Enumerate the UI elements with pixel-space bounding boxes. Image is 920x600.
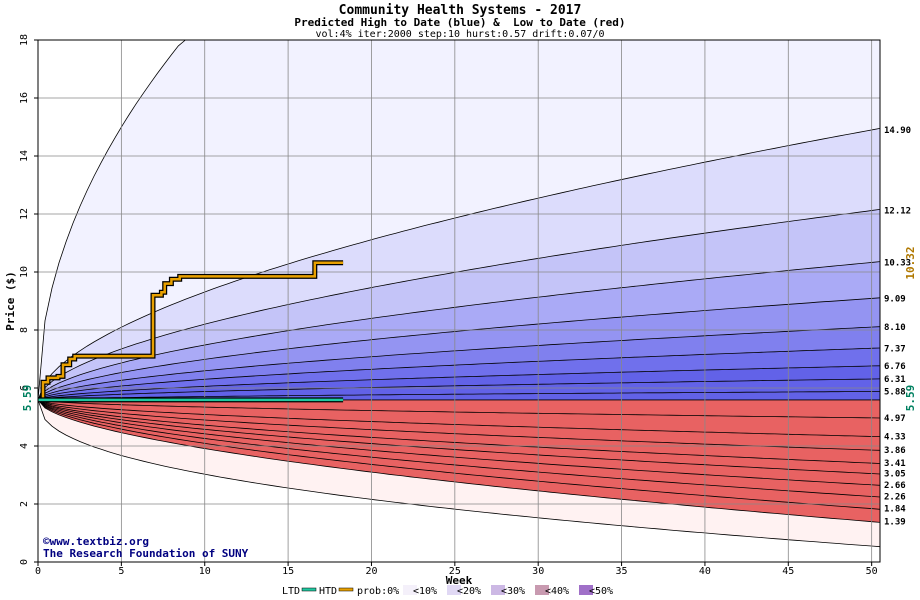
grid-lines xyxy=(38,40,880,562)
x-tick-label-5: 5 xyxy=(118,566,124,577)
legend-prob-1: <10% xyxy=(413,586,437,597)
x-tick-label-25: 25 xyxy=(449,566,461,577)
chart-params: vol:4% iter:2000 step:10 hurst:0.57 drif… xyxy=(316,29,605,40)
low-end-label-3: 3.41 xyxy=(884,459,906,469)
y-tick-label-8: 8 xyxy=(19,327,30,333)
x-tick-label-35: 35 xyxy=(616,566,628,577)
right-end-labels: 14.90 12.12 10.33 9.09 8.10 7.37 6.76 6.31 5.88 4… xyxy=(884,126,911,528)
y-tick-label-14: 14 xyxy=(19,150,30,162)
x-tick-label-50: 50 xyxy=(866,566,878,577)
y-tick-label-12: 12 xyxy=(19,208,30,220)
low-contour-5 xyxy=(37,399,881,475)
high-contour-4 xyxy=(37,297,881,401)
x-tick-label-20: 20 xyxy=(365,566,377,577)
legend-swatch-4 xyxy=(535,585,549,595)
legend-prob-label: prob:0% xyxy=(357,586,399,597)
x-tick-label-15: 15 xyxy=(282,566,294,577)
low-end-label-2: 3.86 xyxy=(884,446,906,456)
low-end-label-6: 2.26 xyxy=(884,492,906,502)
y-tick-label-4: 4 xyxy=(19,443,30,449)
credit-website: ©www.textbiz.org xyxy=(43,535,149,548)
legend-prob-2: <20% xyxy=(457,586,481,597)
price-series xyxy=(38,260,344,403)
chart-subtitle: Predicted High to Date (blue) & Low to D… xyxy=(294,16,625,29)
high-end-label-3: 9.09 xyxy=(884,294,906,304)
legend-swatch-2 xyxy=(447,585,461,595)
y-tick-label-6: 6 xyxy=(19,385,30,391)
high-band-8 xyxy=(38,378,880,400)
low-contour-0 xyxy=(37,399,881,548)
low-band-9 xyxy=(38,399,880,523)
x-tick-label-40: 40 xyxy=(699,566,711,577)
high-contour-5 xyxy=(37,326,881,401)
y-tick-label-2: 2 xyxy=(19,501,30,507)
y-axis-label: Price ($) xyxy=(4,271,17,331)
x-tick-label-0: 0 xyxy=(35,566,41,577)
high-end-label-4: 8.10 xyxy=(884,323,906,333)
x-axis-label: Week xyxy=(446,574,473,587)
high-end-label-7: 6.31 xyxy=(884,375,906,385)
low-contour-1 xyxy=(37,399,881,419)
legend-htd-label: HTD xyxy=(319,586,337,597)
y-tick-label-18: 18 xyxy=(19,34,30,46)
low-end-label-8: 1.39 xyxy=(884,518,906,528)
high-band-6 xyxy=(38,348,880,400)
htd-series-line xyxy=(38,261,344,402)
legend: LTD HTD prob:0% <10% <20% <30% <40% <50% xyxy=(282,585,613,597)
high-contour-9 xyxy=(37,391,881,401)
high-end-label-2: 10.33 xyxy=(884,258,911,268)
low-contour-7 xyxy=(37,399,881,498)
axis-ticks: 0 5 10 15 20 25 30 35 40 45 50 0 2 4 6 8 10 12 14 16 18 xyxy=(19,34,878,577)
ltd-last-label: 5.59 xyxy=(904,385,917,412)
high-end-label-1: 12.12 xyxy=(884,207,911,217)
high-band-2 xyxy=(38,209,880,400)
low-end-label-5: 2.66 xyxy=(884,481,906,491)
high-contour-1 xyxy=(37,128,881,401)
high-contour-3 xyxy=(37,261,881,401)
start-price-label: 5.59 xyxy=(21,385,34,412)
low-end-label-7: 1.84 xyxy=(884,505,906,515)
high-band-5 xyxy=(38,326,880,400)
high-end-label-8: 5.88 xyxy=(884,387,906,397)
legend-swatch-5 xyxy=(579,585,593,595)
legend-prob-3: <30% xyxy=(501,586,525,597)
y-tick-label-0: 0 xyxy=(19,559,30,565)
high-band-4 xyxy=(38,297,880,400)
legend-ltd-swatch xyxy=(301,587,317,592)
legend-prob-4: <40% xyxy=(545,586,569,597)
plot-frame xyxy=(37,39,881,563)
legend-ltd-label: LTD xyxy=(282,586,300,597)
htd-last-label: 10.32 xyxy=(904,246,917,279)
low-end-label-4: 3.05 xyxy=(884,470,906,480)
low-contour-4 xyxy=(37,399,881,464)
low-end-label-0: 4.97 xyxy=(884,414,906,424)
low-contour-8 xyxy=(37,399,881,510)
y-tick-label-16: 16 xyxy=(19,92,30,104)
low-end-label-1: 4.33 xyxy=(884,432,906,442)
legend-prob-5: <50% xyxy=(589,586,613,597)
low-contour-6 xyxy=(37,399,881,486)
high-band-7 xyxy=(38,365,880,400)
x-tick-label-30: 30 xyxy=(532,566,544,577)
high-end-label-0: 14.90 xyxy=(884,126,911,136)
credit-foundation: The Research Foundation of SUNY xyxy=(43,547,249,560)
x-tick-label-10: 10 xyxy=(199,566,211,577)
legend-swatch-1 xyxy=(403,585,417,595)
low-contour-9 xyxy=(37,399,881,523)
low-contour-2 xyxy=(37,399,881,437)
high-contour-6 xyxy=(37,347,881,401)
x-tick-label-45: 45 xyxy=(782,566,794,577)
chart-title: Community Health Systems - 2017 xyxy=(339,3,582,18)
legend-htd-swatch xyxy=(338,587,354,592)
high-end-label-5: 7.37 xyxy=(884,344,906,354)
high-band-1 xyxy=(38,128,880,400)
high-contour-8 xyxy=(37,378,881,401)
y-tick-label-10: 10 xyxy=(19,266,30,278)
legend-swatch-3 xyxy=(491,585,505,595)
high-end-label-6: 6.76 xyxy=(884,362,906,372)
high-band-0 xyxy=(38,40,880,400)
low-contour-3 xyxy=(37,399,881,451)
